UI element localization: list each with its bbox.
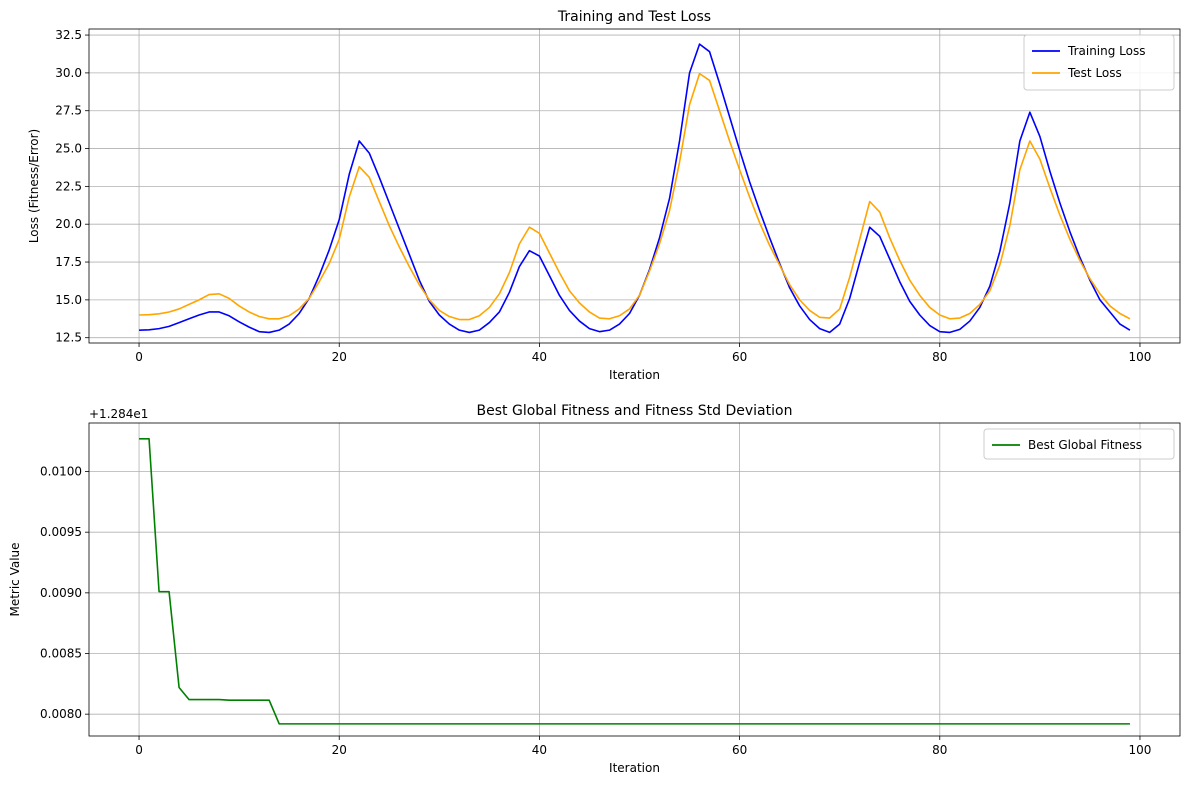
y-tick-label: 32.5 [55, 28, 82, 42]
series-line-best-global-fitness [139, 437, 1130, 725]
x-tick-label: 0 [135, 743, 143, 757]
x-tick-label: 100 [1129, 743, 1152, 757]
legend-box [1023, 34, 1175, 91]
y-axis-label: Loss (Fitness/Error) [27, 129, 41, 243]
y-offset-text: +1.284e1 [89, 407, 148, 421]
x-tick-label: 80 [932, 350, 947, 364]
y-tick-label: 25.0 [55, 142, 82, 156]
chart-title: Training and Test Loss [557, 9, 711, 25]
y-tick-label: 0.0085 [40, 647, 82, 661]
x-tick-label: 80 [932, 743, 947, 757]
x-axis-label: Iteration [609, 761, 660, 775]
y-tick-label: 15.0 [55, 293, 82, 307]
y-tick-label: 22.5 [55, 179, 82, 193]
x-tick-label: 60 [732, 350, 747, 364]
series-line-test-loss [139, 72, 1131, 321]
chart-1 [85, 28, 1181, 347]
y-tick-label: 0.0090 [40, 586, 82, 600]
y-tick-label: 30.0 [55, 66, 82, 80]
chart-2 [85, 422, 1181, 740]
x-tick-label: 40 [532, 350, 547, 364]
legend-box [983, 428, 1175, 460]
y-tick-label: 20.0 [55, 217, 82, 231]
x-axis-label: Iteration [609, 368, 660, 382]
y-axis-label: Metric Value [8, 542, 22, 616]
x-tick-label: 40 [532, 743, 547, 757]
series-line-training-loss [139, 43, 1131, 334]
y-tick-label: 27.5 [55, 104, 82, 118]
x-tick-label: 0 [135, 350, 143, 364]
legend-label: Training Loss [1067, 44, 1145, 58]
x-tick-label: 60 [732, 743, 747, 757]
chart-title: Best Global Fitness and Fitness Std Devi… [477, 403, 793, 419]
axes-frame [88, 422, 1181, 737]
x-tick-label: 100 [1129, 350, 1152, 364]
y-tick-label: 12.5 [55, 331, 82, 345]
y-tick-label: 17.5 [55, 255, 82, 269]
legend-label: Test Loss [1067, 66, 1122, 80]
y-tick-label: 0.0080 [40, 707, 82, 721]
y-tick-label: 0.0100 [40, 465, 82, 479]
x-tick-label: 20 [332, 350, 347, 364]
x-tick-label: 20 [332, 743, 347, 757]
legend-label: Best Global Fitness [1028, 438, 1142, 452]
y-tick-label: 0.0095 [40, 525, 82, 539]
